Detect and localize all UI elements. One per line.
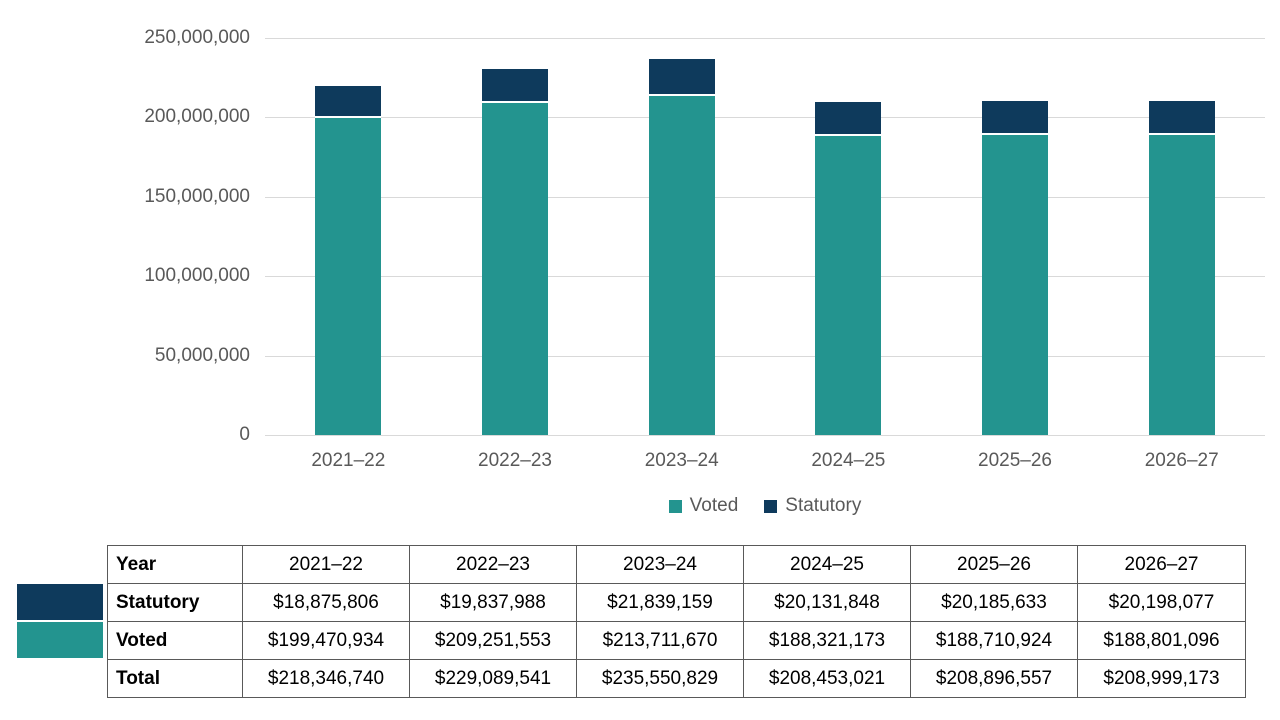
legend-label: Statutory: [785, 495, 862, 516]
voted-row-swatch: [17, 622, 103, 658]
bar-segment-statutory: [315, 86, 382, 117]
row-label: Statutory: [107, 583, 243, 622]
y-axis-tick-label: 150,000,000: [144, 185, 250, 207]
budget-data-table: Year 2021–22 2022–23 2023–24 2024–25 2025–26 2…: [107, 545, 1246, 698]
bar-segment-voted: [982, 135, 1048, 435]
table-value-cell: $208,453,021: [743, 659, 911, 698]
bar-segment-statutory: [1148, 101, 1215, 134]
bar-segment-voted: [1148, 135, 1215, 435]
gridline: [265, 117, 1265, 119]
bar-segment-separator: [815, 133, 882, 136]
bar-2026-27: [1148, 101, 1215, 435]
table-value-cell: $235,550,829: [576, 659, 744, 698]
bar-segment-statutory: [648, 58, 715, 94]
table-header-cell: 2025–26: [910, 545, 1078, 584]
bar-2025-26: [982, 101, 1048, 435]
x-axis-category-label: 2021–22: [311, 450, 386, 471]
table-header-cell: 2026–27: [1077, 545, 1246, 584]
table-value-cell: $18,875,806: [242, 583, 410, 622]
legend-label: Voted: [689, 495, 739, 516]
x-axis-labels: 2021–22 2022–23 2023–24 2024–25 2025–26 2026–…: [265, 450, 1265, 472]
y-axis-tick-label: 200,000,000: [144, 106, 250, 128]
table-header-cell: 2023–24: [576, 545, 744, 584]
bar-segment-voted: [815, 135, 882, 435]
gridline: [265, 196, 1265, 198]
table-value-cell: $208,896,557: [910, 659, 1078, 698]
bar-2024-25: [815, 101, 882, 435]
table-value-cell: $218,346,740: [242, 659, 410, 698]
bar-segment-separator: [1148, 133, 1215, 136]
bar-segment-statutory: [982, 101, 1048, 134]
bar-2023-24: [648, 58, 715, 435]
bar-segment-voted: [648, 95, 715, 435]
row-label: Voted: [107, 621, 243, 660]
table-row-voted: Voted $199,470,934 $209,251,553 $213,711,67…: [107, 621, 1246, 660]
bar-2021-22: [315, 86, 382, 435]
table-value-cell: $188,321,173: [743, 621, 911, 660]
row-label: Total: [107, 659, 243, 698]
gridline: [265, 276, 1265, 278]
table-header-year: Year: [107, 545, 243, 584]
table-value-cell: $20,198,077: [1077, 583, 1246, 622]
y-axis-tick-label: 100,000,000: [144, 265, 250, 287]
gridline: [265, 355, 1265, 357]
table-value-cell: $20,131,848: [743, 583, 911, 622]
table-value-cell: $199,470,934: [242, 621, 410, 660]
stacked-bar-chart: 250,000,000 200,000,000 150,000,000 100,000…: [95, 0, 1265, 517]
legend-item-statutory: Statutory: [764, 495, 861, 517]
bar-segment-separator: [315, 116, 382, 119]
bar-segment-separator: [648, 93, 715, 96]
table-header-cell: 2022–23: [409, 545, 577, 584]
gridline: [265, 38, 1265, 39]
y-axis-tick-label: 250,000,000: [144, 27, 250, 48]
x-axis-category-label: 2024–25: [811, 450, 886, 471]
x-axis-category-label: 2022–23: [478, 450, 552, 471]
table-value-cell: $21,839,159: [576, 583, 744, 622]
statutory-row-swatch: [17, 584, 103, 620]
table-value-cell: $229,089,541: [409, 659, 577, 698]
table-row-total: Total $218,346,740 $229,089,541 $235,550,82…: [107, 659, 1246, 698]
y-axis-labels: 250,000,000 200,000,000 150,000,000 100,000…: [95, 0, 250, 445]
table-value-cell: $213,711,670: [576, 621, 744, 660]
chart-legend: Voted Statutory: [265, 495, 1265, 517]
x-axis-category-label: 2026–27: [1144, 450, 1219, 471]
x-axis-category-label: 2025–26: [978, 450, 1052, 471]
bar-segment-statutory: [815, 101, 882, 134]
bar-segment-voted: [482, 102, 548, 435]
table-value-cell: $208,999,173: [1077, 659, 1246, 698]
table-value-cell: $188,710,924: [910, 621, 1078, 660]
bar-2022-23: [482, 69, 548, 435]
bar-segment-separator: [482, 100, 548, 103]
x-axis-category-label: 2023–24: [644, 450, 719, 471]
table-value-cell: $19,837,988: [409, 583, 577, 622]
table-header-cell: 2024–25: [743, 545, 911, 584]
table-value-cell: $20,185,633: [910, 583, 1078, 622]
y-axis-tick-label: 50,000,000: [154, 344, 250, 366]
table-header-row: Year 2021–22 2022–23 2023–24 2024–25 2025–26 2…: [107, 545, 1246, 584]
table-body: Statutory $18,875,806 $19,837,988 $21,839,1…: [107, 583, 1246, 698]
y-axis-tick-label: 0: [239, 424, 250, 445]
table-header-cell: 2021–22: [242, 545, 410, 584]
gridline: [265, 435, 1265, 436]
bar-segment-statutory: [482, 69, 548, 101]
statutory-legend-swatch-icon: [764, 499, 778, 513]
legend-item-voted: Voted: [668, 495, 739, 517]
table-value-cell: $188,801,096: [1077, 621, 1246, 660]
bar-segment-separator: [982, 133, 1048, 136]
table-value-cell: $209,251,553: [409, 621, 577, 660]
bar-segment-voted: [315, 118, 382, 435]
plot-area: [265, 38, 1265, 436]
table-row-statutory: Statutory $18,875,806 $19,837,988 $21,839,1…: [107, 583, 1246, 622]
voted-legend-swatch-icon: [668, 499, 682, 513]
